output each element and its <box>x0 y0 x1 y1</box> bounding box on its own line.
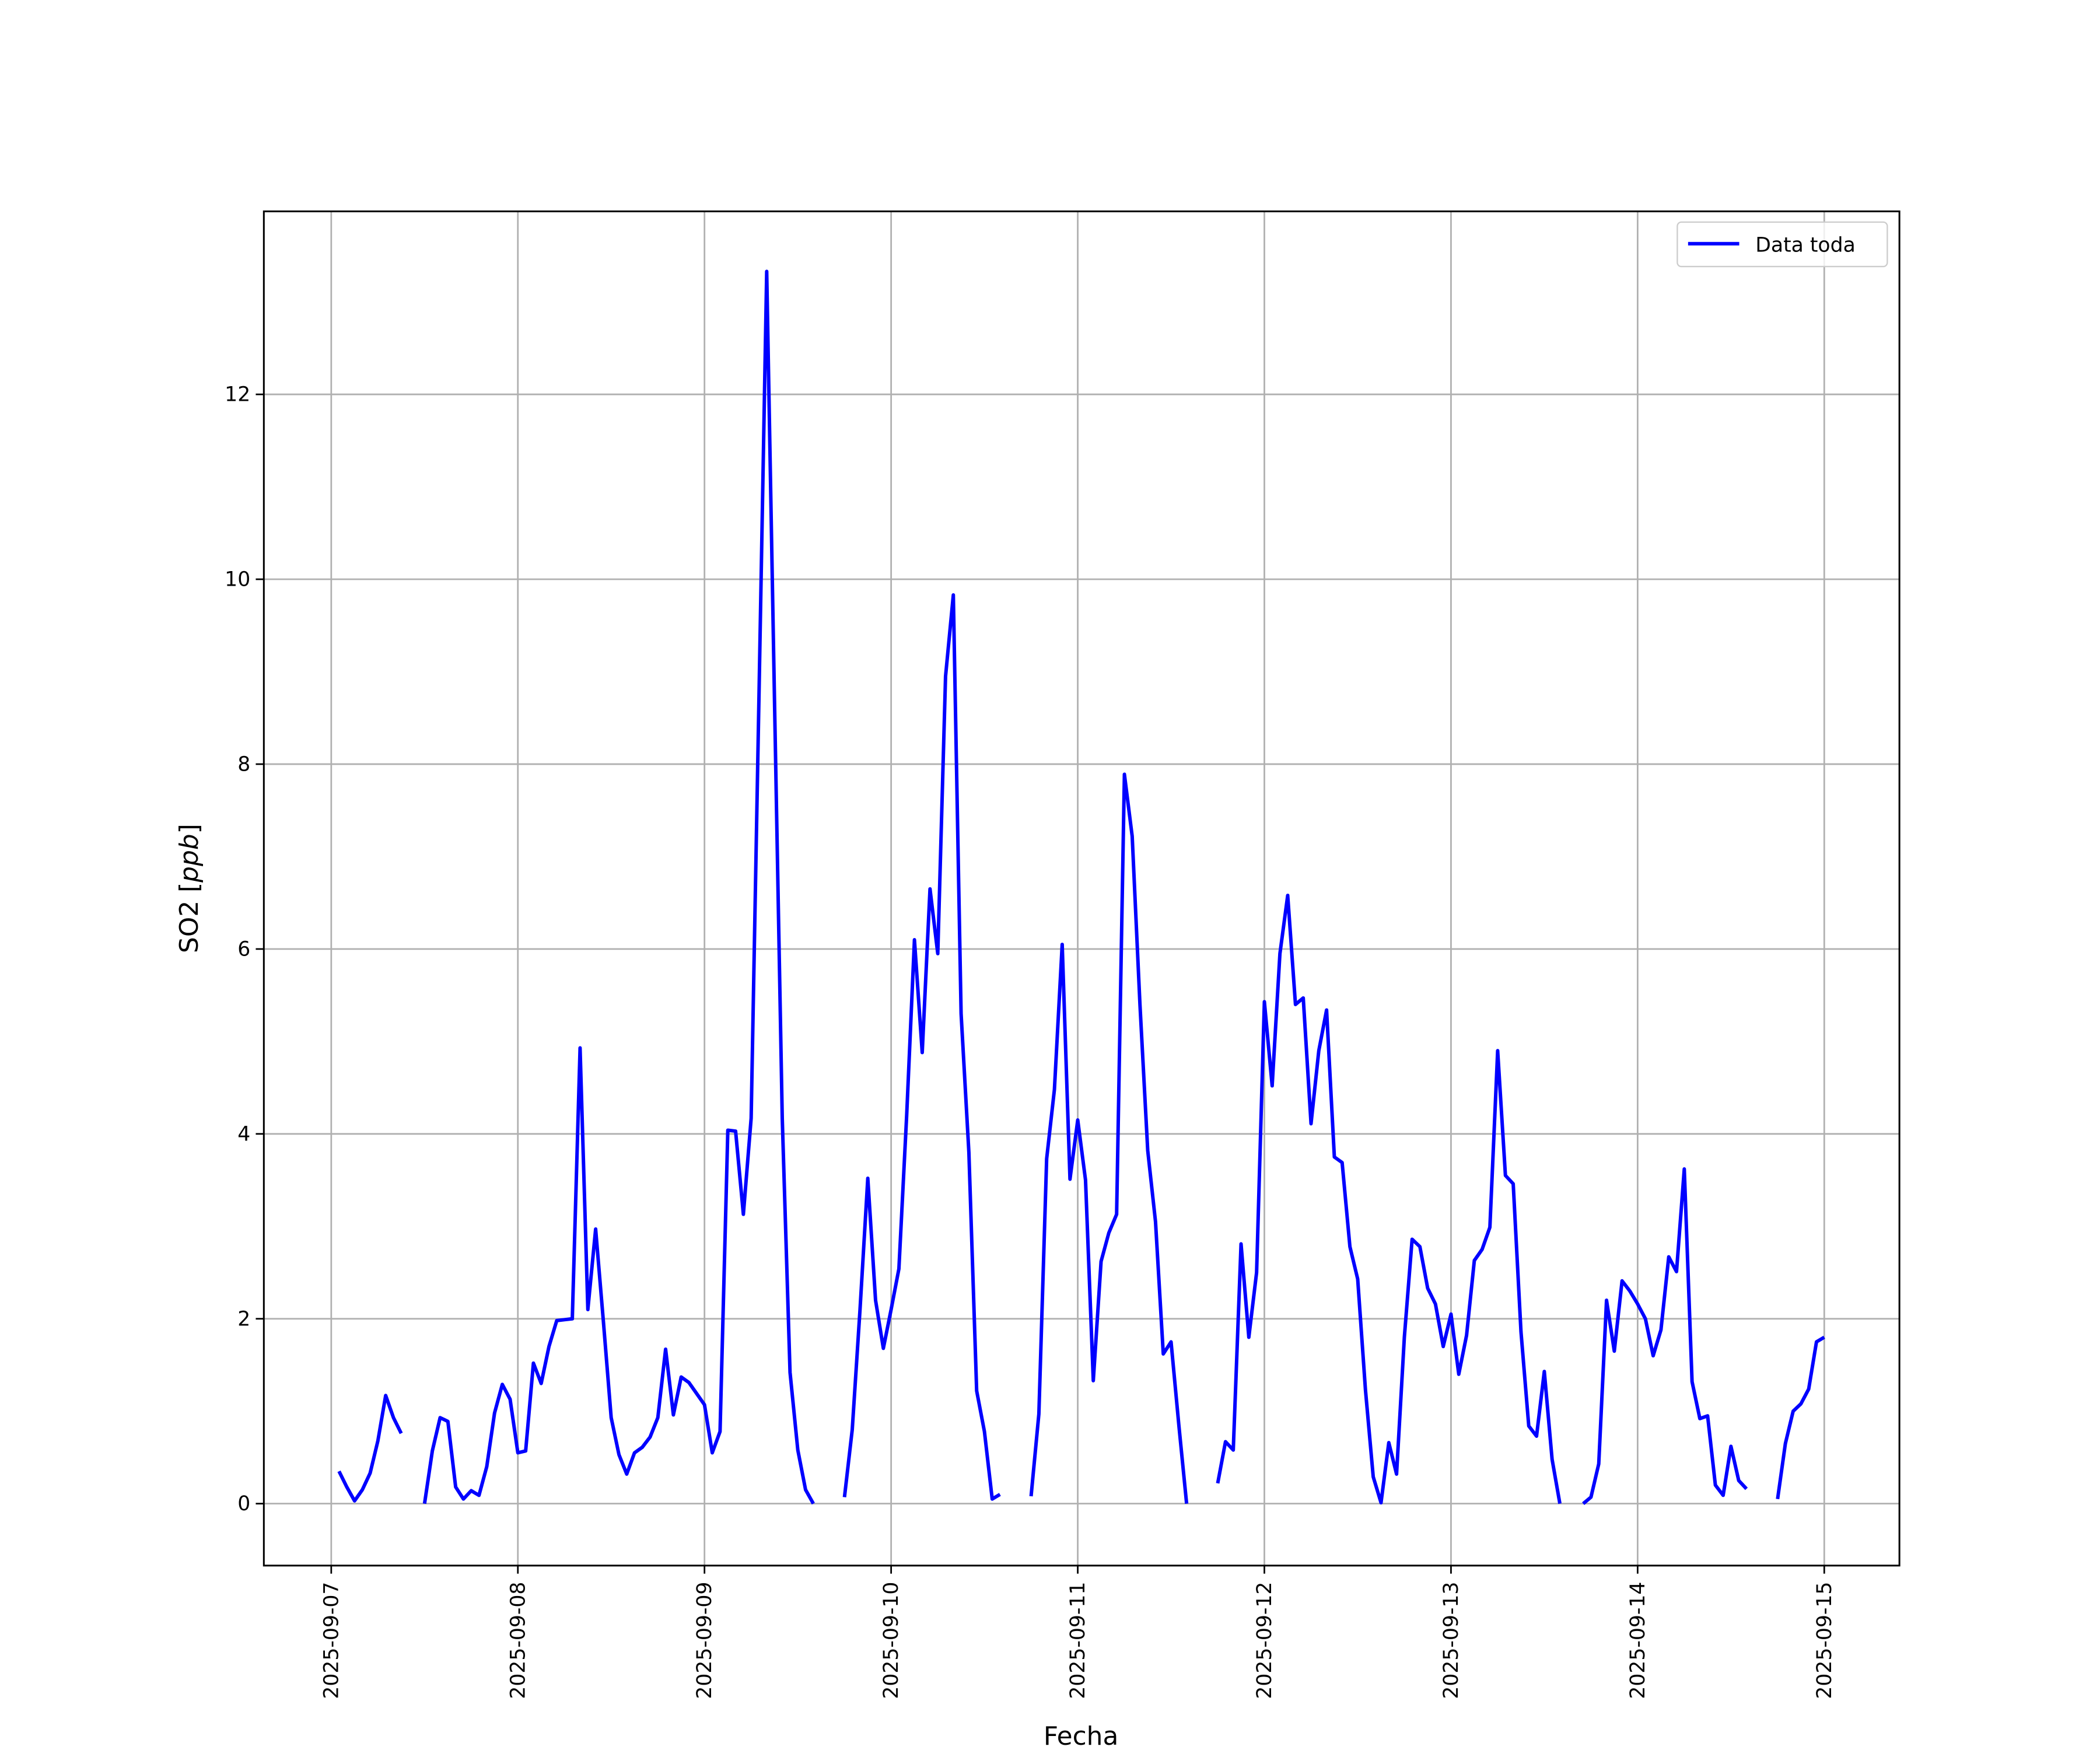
x-tick-label: 2025-09-14 <box>1626 1582 1650 1699</box>
x-tick-label: 2025-09-12 <box>1253 1582 1276 1699</box>
x-axis-label: Fecha <box>1044 1721 1119 1750</box>
x-tick-label: 2025-09-10 <box>880 1582 903 1699</box>
series-line-segment <box>422 270 815 1505</box>
y-tick-label: 12 <box>225 383 250 407</box>
y-tick-label: 6 <box>237 937 250 961</box>
series-line-segment <box>1582 1167 1748 1505</box>
x-tick-label: 2025-09-09 <box>693 1582 716 1699</box>
axes-frame <box>262 210 1901 1567</box>
plot-area <box>337 270 1825 1505</box>
series-line-segment <box>1216 893 1562 1505</box>
series-line-segment <box>842 593 1001 1501</box>
legend-box <box>1676 221 1888 268</box>
y-axis: 0 2 4 6 8 10 12 <box>225 383 264 1516</box>
legend: Data toda <box>1676 221 1888 268</box>
x-tick-label: 2025-09-15 <box>1813 1582 1836 1699</box>
y-tick-label: 2 <box>237 1307 250 1331</box>
legend-label: Data toda <box>1755 234 1856 257</box>
series-line-segment <box>1776 1335 1825 1500</box>
x-axis: 2025-09-07 2025-09-08 2025-09-09 2025-09-10… <box>320 1565 1836 1699</box>
y-tick-label: 0 <box>237 1492 250 1516</box>
x-tick-label: 2025-09-08 <box>506 1582 530 1699</box>
y-axis-label: SO2 [ppb] <box>174 824 204 953</box>
y-tick-label: 4 <box>237 1122 250 1146</box>
grid <box>264 211 1900 1566</box>
x-tick-label: 2025-09-13 <box>1440 1582 1463 1699</box>
series-line-segment <box>1029 772 1189 1504</box>
series-line-segment <box>337 1394 403 1503</box>
x-tick-label: 2025-09-07 <box>320 1582 343 1699</box>
y-tick-label: 8 <box>237 752 250 776</box>
x-tick-label: 2025-09-11 <box>1066 1582 1090 1699</box>
y-tick-label: 10 <box>225 568 250 592</box>
